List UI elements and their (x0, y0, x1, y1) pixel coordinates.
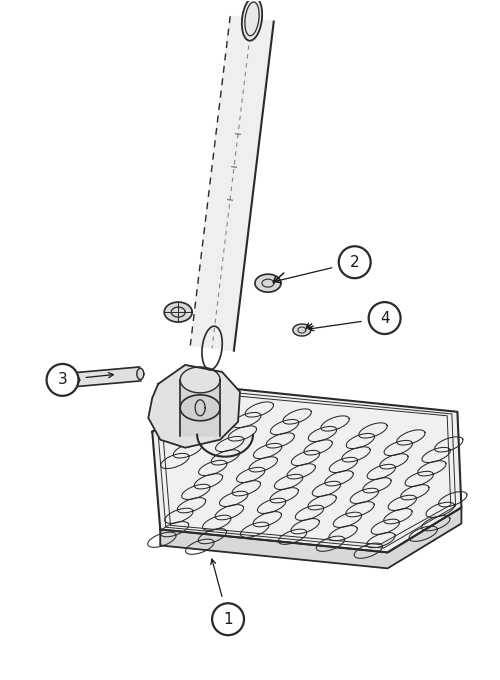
Text: 1: 1 (223, 612, 233, 627)
Circle shape (368, 302, 400, 334)
Polygon shape (148, 365, 240, 447)
Polygon shape (180, 380, 220, 436)
Polygon shape (190, 16, 274, 351)
Circle shape (46, 364, 78, 396)
Ellipse shape (242, 0, 262, 41)
Circle shape (212, 603, 244, 635)
Polygon shape (164, 302, 192, 322)
Text: 4: 4 (380, 311, 390, 326)
Circle shape (339, 246, 370, 278)
Text: 2: 2 (350, 255, 360, 270)
Polygon shape (255, 274, 281, 292)
Polygon shape (160, 507, 462, 568)
Polygon shape (180, 395, 220, 421)
Polygon shape (152, 388, 462, 552)
Text: 3: 3 (58, 373, 68, 388)
Polygon shape (72, 367, 141, 387)
Polygon shape (293, 324, 311, 336)
Polygon shape (137, 369, 144, 379)
Polygon shape (66, 376, 80, 384)
